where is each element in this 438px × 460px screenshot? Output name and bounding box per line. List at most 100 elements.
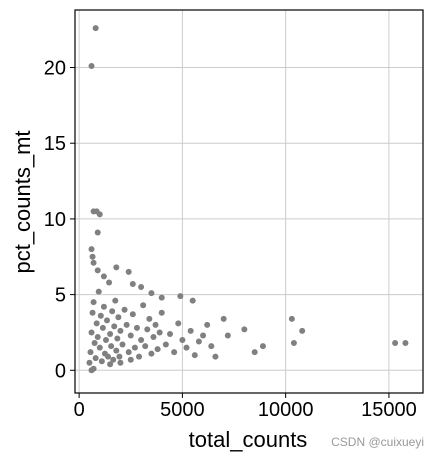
point xyxy=(208,343,215,350)
point xyxy=(142,343,149,350)
y-tick-label: 20 xyxy=(44,58,66,80)
point xyxy=(224,332,231,339)
y-tick-label: 10 xyxy=(44,209,66,231)
point xyxy=(109,308,116,315)
x-axis-label: total_counts xyxy=(189,427,308,452)
point xyxy=(138,337,145,344)
watermark: CSDN @cuixueyi xyxy=(331,435,424,449)
x-tick-label: 0 xyxy=(74,399,85,421)
plot-frame xyxy=(74,9,424,394)
point xyxy=(189,297,196,304)
point xyxy=(131,344,138,351)
point xyxy=(100,273,107,280)
point xyxy=(158,309,165,316)
point xyxy=(150,333,157,340)
point xyxy=(92,355,99,362)
point xyxy=(171,349,178,356)
point xyxy=(127,356,134,363)
point xyxy=(105,353,112,360)
point xyxy=(96,344,103,351)
point xyxy=(133,324,140,331)
point xyxy=(90,299,97,306)
point xyxy=(90,365,97,372)
point xyxy=(94,333,101,340)
point xyxy=(119,341,126,348)
point xyxy=(154,346,161,353)
point xyxy=(241,326,248,333)
point xyxy=(156,329,163,336)
point xyxy=(152,321,159,328)
point xyxy=(204,321,211,328)
point xyxy=(88,63,95,70)
y-tick-label: 15 xyxy=(44,133,66,155)
point xyxy=(129,311,136,318)
point xyxy=(158,294,165,301)
point xyxy=(106,279,113,286)
point xyxy=(90,259,97,266)
point xyxy=(290,340,297,347)
point xyxy=(100,303,107,310)
point xyxy=(148,290,155,297)
point xyxy=(87,349,94,356)
point xyxy=(115,314,122,321)
point xyxy=(86,359,93,366)
point xyxy=(94,229,101,236)
y-tick-label: 0 xyxy=(55,360,66,382)
point xyxy=(98,358,105,365)
point xyxy=(99,324,106,331)
point xyxy=(138,284,145,291)
point xyxy=(88,329,95,336)
point xyxy=(107,330,114,337)
point xyxy=(144,326,151,333)
point xyxy=(116,353,123,360)
point xyxy=(136,353,143,360)
point xyxy=(183,344,190,351)
point xyxy=(129,281,136,288)
x-tick-label: 10000 xyxy=(258,399,314,421)
point xyxy=(175,320,182,327)
point xyxy=(121,306,128,313)
point xyxy=(177,293,184,300)
point xyxy=(111,323,118,330)
point xyxy=(96,211,103,218)
point xyxy=(220,315,227,322)
point xyxy=(113,347,120,354)
x-tick-label: 15000 xyxy=(361,399,417,421)
point xyxy=(117,327,124,334)
y-axis-label: pct_counts_mt xyxy=(10,130,35,273)
point xyxy=(113,264,120,271)
point xyxy=(89,253,96,260)
point xyxy=(162,341,169,348)
point xyxy=(251,349,258,356)
y-tick-label: 5 xyxy=(55,285,66,307)
point xyxy=(88,246,95,253)
point xyxy=(195,338,202,345)
point xyxy=(114,335,121,342)
point xyxy=(102,337,109,344)
point xyxy=(112,297,119,304)
point xyxy=(127,332,134,339)
x-tick-label: 5000 xyxy=(160,399,205,421)
point xyxy=(140,302,147,309)
point xyxy=(125,268,132,275)
point xyxy=(89,309,96,316)
point xyxy=(148,350,155,357)
point xyxy=(104,317,111,324)
point xyxy=(191,352,198,359)
point xyxy=(91,340,98,347)
point xyxy=(288,315,295,322)
point xyxy=(259,343,266,350)
point xyxy=(212,353,219,360)
point xyxy=(97,312,104,319)
point xyxy=(93,320,100,327)
point xyxy=(107,361,114,368)
point xyxy=(94,267,101,274)
point xyxy=(108,343,115,350)
point xyxy=(299,327,306,334)
point xyxy=(123,321,130,328)
point xyxy=(117,359,124,366)
point xyxy=(125,349,132,356)
point xyxy=(200,332,207,339)
point xyxy=(392,340,399,347)
